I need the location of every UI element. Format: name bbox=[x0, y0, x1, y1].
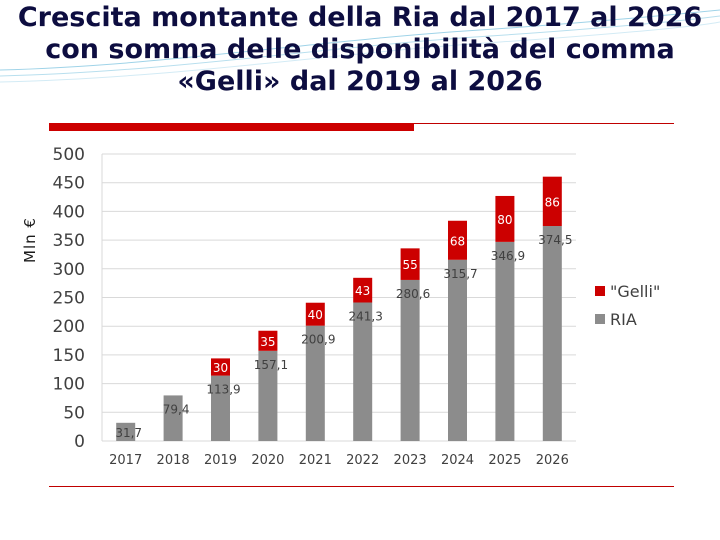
bar-ria bbox=[400, 279, 420, 441]
bar-ria bbox=[211, 375, 230, 441]
data-label-gelli: 40 bbox=[308, 308, 323, 322]
x-tick-label: 2018 bbox=[157, 453, 190, 468]
x-tick-label: 2024 bbox=[441, 453, 474, 468]
x-tick-label: 2020 bbox=[251, 453, 284, 468]
y-tick-label: 500 bbox=[53, 145, 85, 165]
legend-swatch bbox=[595, 286, 605, 296]
y-tick-label: 150 bbox=[53, 346, 85, 366]
slide-title-line-3: «Gelli» dal 2019 al 2026 bbox=[177, 66, 543, 97]
bar-ria bbox=[448, 259, 467, 441]
y-tick-label: 450 bbox=[53, 174, 85, 194]
y-tick-label: 50 bbox=[63, 403, 85, 423]
y-tick-label: 100 bbox=[53, 375, 85, 395]
data-label-ria: 241,3 bbox=[349, 309, 383, 323]
x-tick-label: 2026 bbox=[536, 453, 569, 468]
data-label-ria: 79,4 bbox=[163, 402, 190, 416]
bar-ria bbox=[305, 325, 325, 441]
y-tick-label: 300 bbox=[53, 260, 85, 280]
bar-ria bbox=[116, 422, 136, 441]
bar-gelli bbox=[353, 277, 373, 303]
data-label-gelli: 68 bbox=[450, 234, 465, 248]
bar-gelli bbox=[211, 358, 230, 376]
y-tick-label: 350 bbox=[53, 231, 85, 251]
bottom-accent-line bbox=[49, 486, 674, 487]
bar-ria bbox=[353, 302, 373, 441]
title-accent-bar bbox=[49, 123, 414, 131]
data-label-gelli: 43 bbox=[355, 284, 370, 298]
bar-gelli bbox=[400, 248, 420, 280]
data-label-gelli: 80 bbox=[497, 213, 512, 227]
bar-gelli bbox=[258, 330, 278, 351]
x-tick-label: 2025 bbox=[488, 453, 521, 468]
bar-gelli bbox=[448, 220, 467, 260]
y-tick-label: 0 bbox=[74, 432, 85, 452]
bar-gelli bbox=[542, 176, 562, 227]
bar-ria bbox=[495, 241, 515, 441]
data-label-gelli: 86 bbox=[545, 195, 560, 209]
data-label-ria: 346,9 bbox=[491, 249, 525, 263]
slide-title: Crescita montante della Ria dal 2017 al … bbox=[0, 2, 720, 98]
x-tick-label: 2022 bbox=[346, 453, 379, 468]
x-tick-label: 2019 bbox=[204, 453, 237, 468]
bar-ria bbox=[542, 226, 562, 441]
data-label-gelli: 30 bbox=[213, 361, 228, 375]
data-label-gelli: 35 bbox=[260, 335, 275, 349]
bar-ria bbox=[163, 395, 183, 441]
data-label-ria: 157,1 bbox=[254, 358, 288, 372]
data-label-ria: 31,7 bbox=[115, 426, 142, 440]
legend-label: RIA bbox=[610, 310, 637, 329]
title-accent-line bbox=[414, 123, 674, 124]
x-tick-label: 2023 bbox=[394, 453, 427, 468]
legend-label: "Gelli" bbox=[610, 282, 660, 301]
legend-swatch bbox=[595, 314, 605, 324]
bar-gelli bbox=[495, 195, 515, 242]
data-label-ria: 280,6 bbox=[396, 287, 430, 301]
bar-gelli bbox=[305, 302, 325, 326]
bar-ria bbox=[258, 350, 278, 441]
x-tick-label: 2017 bbox=[109, 453, 142, 468]
data-label-ria: 200,9 bbox=[301, 333, 335, 347]
data-label-ria: 113,9 bbox=[206, 383, 240, 397]
y-tick-label: 250 bbox=[53, 289, 85, 309]
slide-title-line-2: con somma delle disponibilità del comma bbox=[45, 34, 675, 65]
data-label-ria: 374,5 bbox=[538, 233, 572, 247]
y-tick-label: 400 bbox=[53, 202, 85, 222]
data-label-gelli: 55 bbox=[402, 258, 417, 272]
slide-title-line-1: Crescita montante della Ria dal 2017 al … bbox=[17, 2, 703, 33]
x-tick-label: 2021 bbox=[299, 453, 332, 468]
y-tick-label: 200 bbox=[53, 317, 85, 337]
data-label-ria: 315,7 bbox=[443, 267, 477, 281]
